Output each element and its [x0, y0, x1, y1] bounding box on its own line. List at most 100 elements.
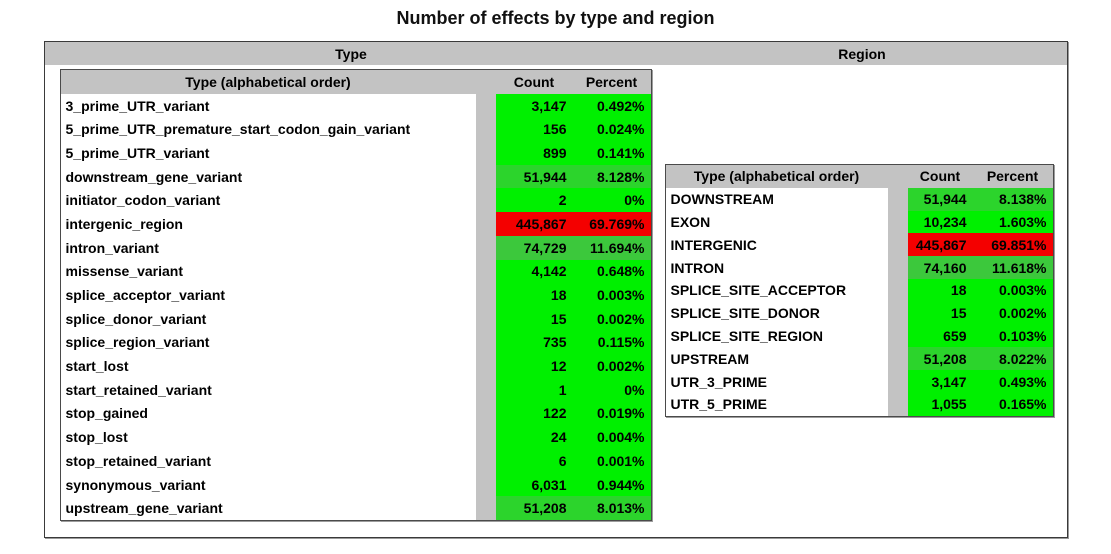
- row-spacer-cell: [887, 392, 908, 416]
- row-name-cell: SPLICE_SITE_ACCEPTOR: [665, 278, 888, 302]
- row-count-cell: 1,055: [907, 392, 973, 416]
- column-header-count: Count: [495, 70, 573, 94]
- row-percent-cell: 0.115%: [572, 330, 651, 355]
- row-name-cell: intergenic_region: [60, 212, 476, 236]
- row-spacer-cell: [475, 164, 496, 189]
- row-name-cell: splice_acceptor_variant: [60, 283, 476, 307]
- column-header-name: Type (alphabetical order): [60, 70, 476, 94]
- row-name-cell: stop_retained_variant: [60, 449, 476, 473]
- row-spacer-cell: [887, 256, 908, 279]
- row-name-cell: splice_donor_variant: [60, 306, 476, 331]
- column-header-spacer: [475, 70, 496, 94]
- effects-summary-panel: Type Region Type (alphabetical order) Cou…: [43, 41, 1068, 538]
- row-spacer-cell: [887, 324, 908, 348]
- row-name-cell: 5_prime_UTR_variant: [60, 141, 476, 165]
- row-spacer-cell: [475, 306, 496, 331]
- row-spacer-cell: [475, 283, 496, 307]
- row-percent-cell: 0.024%: [572, 117, 651, 142]
- row-spacer-cell: [475, 235, 496, 260]
- row-percent-cell: 69.851%: [972, 233, 1053, 257]
- row-count-cell: 51,944: [907, 187, 973, 211]
- row-name-cell: upstream_gene_variant: [60, 496, 476, 521]
- row-count-cell: 2: [495, 188, 573, 213]
- row-count-cell: 15: [495, 306, 573, 331]
- row-count-cell: 12: [495, 354, 573, 378]
- row-percent-cell: 11.618%: [972, 256, 1053, 279]
- row-count-cell: 24: [495, 425, 573, 449]
- row-count-cell: 15: [907, 301, 973, 325]
- row-name-cell: UTR_5_PRIME: [665, 392, 888, 416]
- row-name-cell: initiator_codon_variant: [60, 188, 476, 213]
- row-name-cell: missense_variant: [60, 259, 476, 284]
- region-table: Type (alphabetical order) Count Percent DOW…: [664, 164, 1054, 417]
- row-count-cell: 74,160: [907, 256, 973, 279]
- row-spacer-cell: [475, 188, 496, 213]
- row-name-cell: splice_region_variant: [60, 330, 476, 355]
- row-percent-cell: 1.603%: [972, 210, 1053, 234]
- row-percent-cell: 0.648%: [572, 259, 651, 284]
- row-name-cell: SPLICE_SITE_DONOR: [665, 301, 888, 325]
- row-name-cell: EXON: [665, 210, 888, 234]
- row-name-cell: INTRON: [665, 256, 888, 279]
- row-name-cell: downstream_gene_variant: [60, 164, 476, 189]
- column-header-percent: Percent: [972, 165, 1053, 188]
- row-spacer-cell: [475, 401, 496, 426]
- row-count-cell: 74,729: [495, 235, 573, 260]
- row-spacer-cell: [475, 354, 496, 378]
- row-count-cell: 51,208: [907, 347, 973, 371]
- column-header-count: Count: [907, 165, 973, 188]
- row-name-cell: SPLICE_SITE_REGION: [665, 324, 888, 348]
- row-name-cell: intron_variant: [60, 235, 476, 260]
- row-name-cell: UTR_3_PRIME: [665, 370, 888, 393]
- row-count-cell: 3,147: [495, 93, 573, 118]
- row-percent-cell: 0.003%: [972, 278, 1053, 302]
- row-spacer-cell: [475, 93, 496, 118]
- row-spacer-cell: [887, 301, 908, 325]
- row-spacer-cell: [887, 370, 908, 393]
- row-percent-cell: 0.002%: [572, 354, 651, 378]
- row-percent-cell: 0.002%: [972, 301, 1053, 325]
- column-header-spacer: [887, 165, 908, 188]
- section-header-type: Type: [335, 45, 367, 62]
- row-name-cell: UPSTREAM: [665, 347, 888, 371]
- row-name-cell: 3_prime_UTR_variant: [60, 93, 476, 118]
- row-spacer-cell: [475, 472, 496, 497]
- row-spacer-cell: [475, 425, 496, 449]
- row-count-cell: 445,867: [495, 212, 573, 236]
- row-name-cell: synonymous_variant: [60, 472, 476, 497]
- row-percent-cell: 0.003%: [572, 283, 651, 307]
- column-header-percent: Percent: [572, 70, 651, 94]
- row-count-cell: 659: [907, 324, 973, 348]
- row-name-cell: start_lost: [60, 354, 476, 378]
- row-name-cell: 5_prime_UTR_premature_start_codon_gain_v…: [60, 117, 476, 142]
- row-count-cell: 122: [495, 401, 573, 426]
- row-count-cell: 445,867: [907, 233, 973, 257]
- section-header-region: Region: [838, 45, 886, 62]
- row-percent-cell: 0.103%: [972, 324, 1053, 348]
- row-name-cell: INTERGENIC: [665, 233, 888, 257]
- row-percent-cell: 0.002%: [572, 306, 651, 331]
- row-percent-cell: 0.001%: [572, 449, 651, 473]
- row-percent-cell: 0.004%: [572, 425, 651, 449]
- row-spacer-cell: [887, 278, 908, 302]
- row-spacer-cell: [887, 187, 908, 211]
- type-table: Type (alphabetical order) Count Percent 3_p…: [59, 69, 652, 522]
- row-spacer-cell: [887, 210, 908, 234]
- row-spacer-cell: [475, 496, 496, 521]
- row-spacer-cell: [475, 449, 496, 473]
- page-title: Number of effects by type and region: [396, 8, 715, 28]
- row-spacer-cell: [887, 347, 908, 371]
- row-percent-cell: 0.493%: [972, 370, 1053, 393]
- row-percent-cell: 0.944%: [572, 472, 651, 497]
- row-count-cell: 4,142: [495, 259, 573, 284]
- row-percent-cell: 8.128%: [572, 164, 651, 189]
- row-name-cell: start_retained_variant: [60, 377, 476, 402]
- row-count-cell: 18: [495, 283, 573, 307]
- row-count-cell: 51,208: [495, 496, 573, 521]
- row-count-cell: 156: [495, 117, 573, 142]
- row-name-cell: DOWNSTREAM: [665, 187, 888, 211]
- row-spacer-cell: [887, 233, 908, 257]
- row-count-cell: 51,944: [495, 164, 573, 189]
- row-percent-cell: 0%: [572, 377, 651, 402]
- row-count-cell: 6: [495, 449, 573, 473]
